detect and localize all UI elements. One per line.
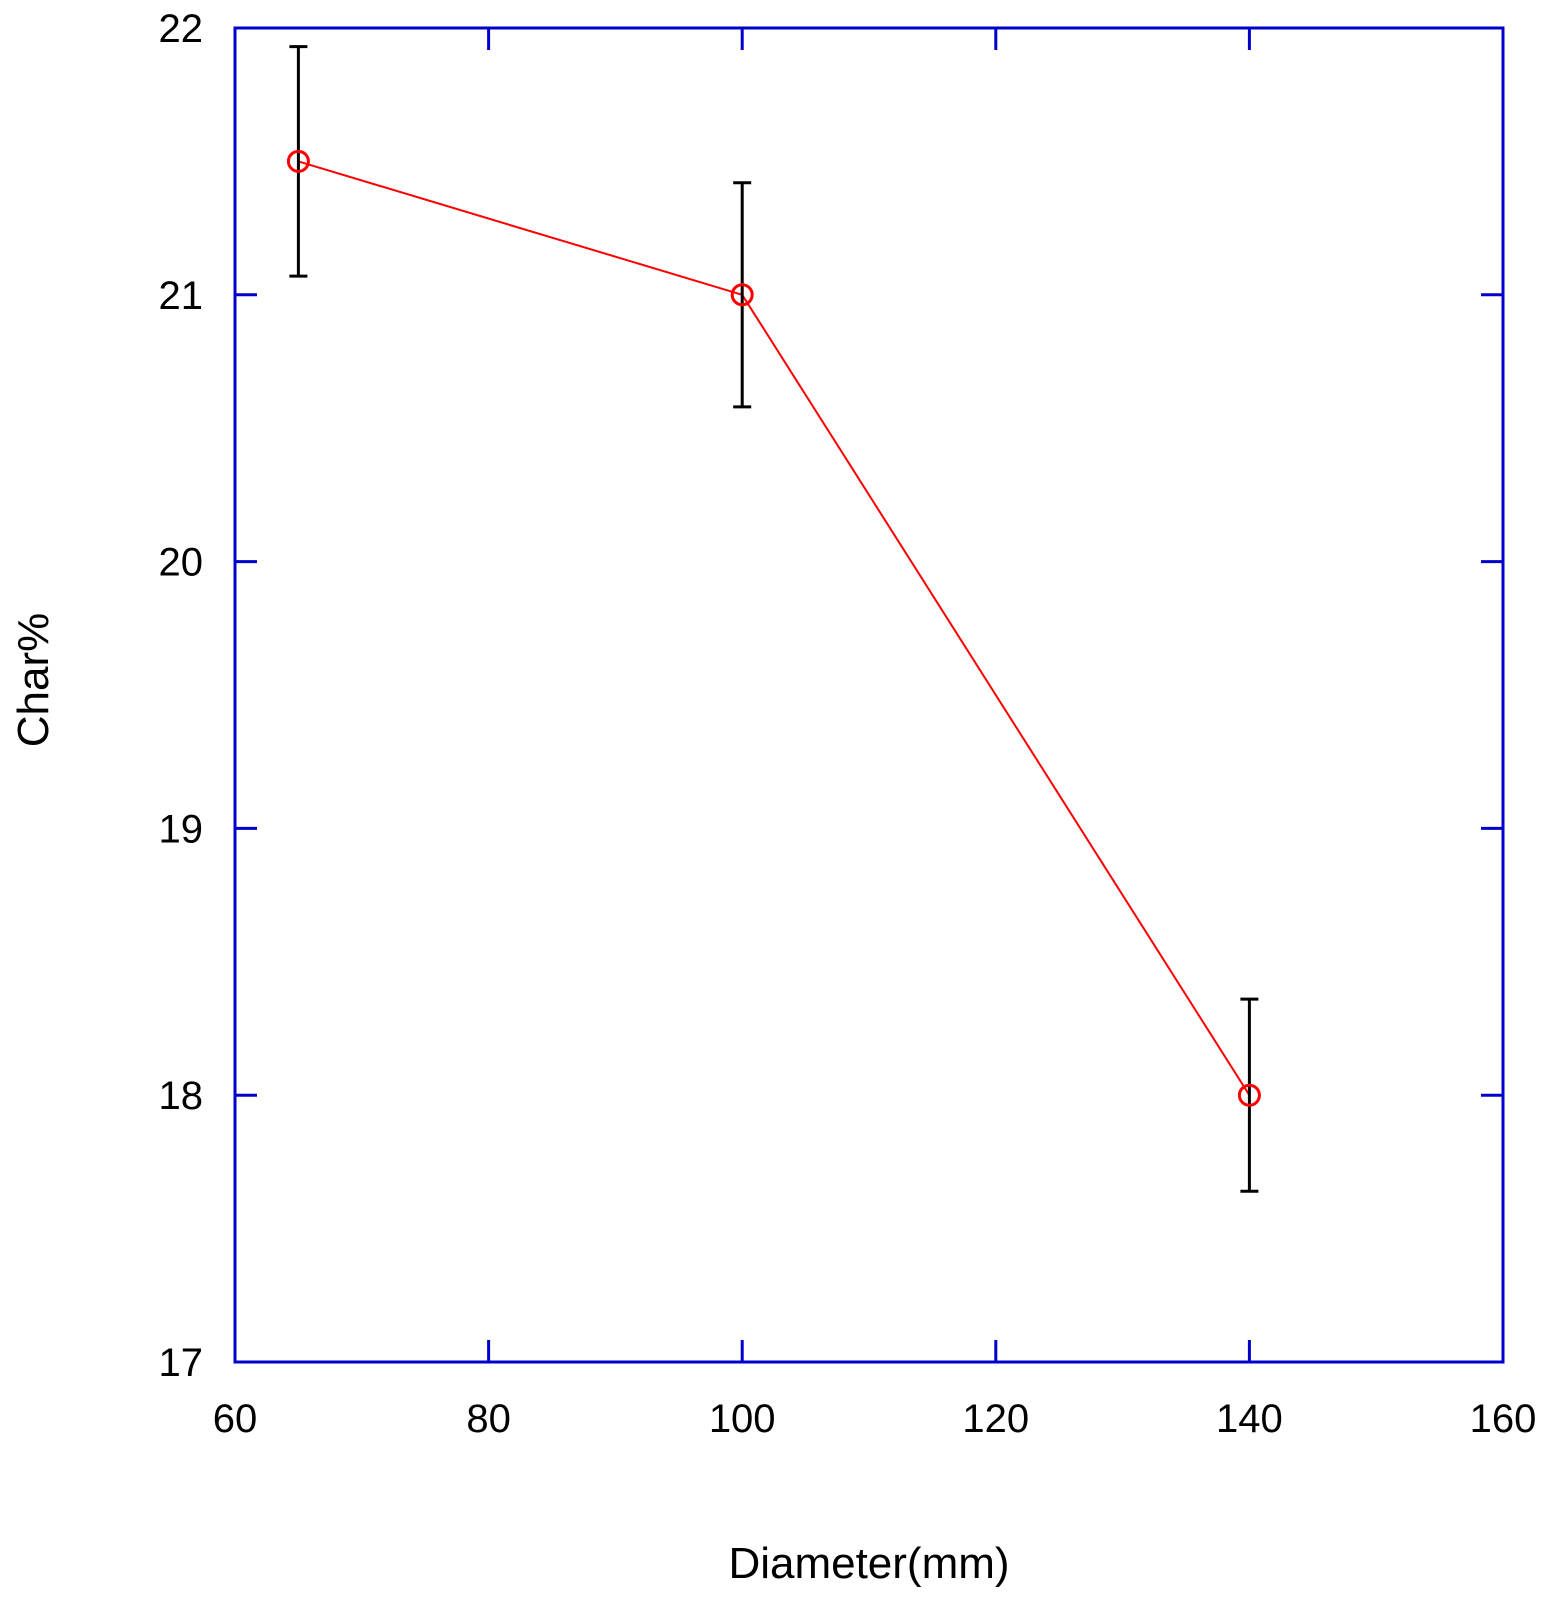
- data-point: [730, 283, 754, 307]
- x-tick-label: 160: [1470, 1397, 1537, 1441]
- x-tick-label: 100: [709, 1397, 776, 1441]
- y-tick-label: 17: [159, 1341, 204, 1385]
- series-line: [298, 160, 1251, 1096]
- plot-frame: [233, 26, 1505, 1364]
- x-tick-label: 60: [213, 1397, 258, 1441]
- tick-labels: 60 80 100 120 140 160 17 18 19 20 21 22: [159, 7, 1537, 1441]
- y-tick-label: 19: [159, 807, 204, 851]
- x-tick-label: 120: [962, 1397, 1029, 1441]
- data-point: [286, 149, 310, 173]
- y-tick-label: 21: [159, 274, 204, 318]
- x-tick-label: 140: [1216, 1397, 1283, 1441]
- y-axis-title: Char%: [9, 613, 58, 748]
- x-axis-title: Diameter(mm): [728, 1539, 1009, 1588]
- data-point: [1237, 1083, 1261, 1107]
- y-tick-label: 22: [159, 7, 204, 51]
- x-tick-label: 80: [466, 1397, 511, 1441]
- data-series: [286, 45, 1261, 1193]
- axis-ticks: [233, 26, 1505, 1364]
- y-tick-label: 18: [159, 1074, 204, 1118]
- y-tick-label: 20: [159, 541, 204, 585]
